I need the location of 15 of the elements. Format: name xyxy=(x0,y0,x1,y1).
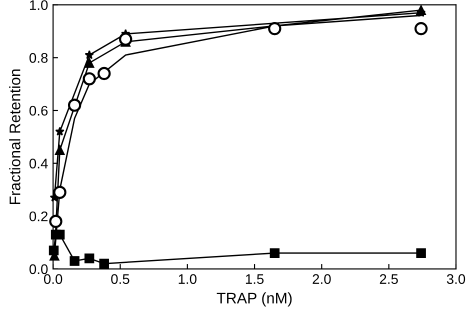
x-tick-label: 2.5 xyxy=(380,274,398,284)
y-axis-title: Fractional Retention xyxy=(9,70,20,204)
x-axis-title: TRAP (nM) xyxy=(216,292,292,307)
x-tick-label: 2.0 xyxy=(312,274,331,284)
y-tick-label: 0.0 xyxy=(29,264,48,274)
y-tick-label: 1.0 xyxy=(30,0,48,10)
x-tick-label: 1.0 xyxy=(178,274,196,284)
x-tick-label: 0.0 xyxy=(44,274,62,284)
x-tick-label: 0.5 xyxy=(111,274,130,284)
x-tick-label: 3.0 xyxy=(446,274,466,284)
y-tick-label: 0.6 xyxy=(29,106,48,116)
x-tick-label: 1.5 xyxy=(246,274,264,284)
y-tick-label: 0.8 xyxy=(29,53,48,63)
y-tick-label: 0.2 xyxy=(29,211,48,222)
y-tick-label: 0.4 xyxy=(29,158,48,168)
